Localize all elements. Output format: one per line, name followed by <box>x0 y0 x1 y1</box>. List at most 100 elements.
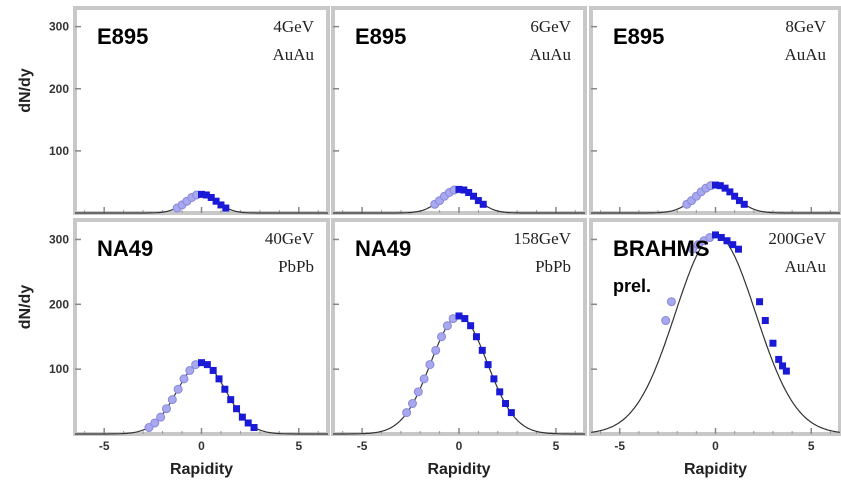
measured-data-point <box>467 322 475 330</box>
energy-label: 8GeV <box>785 17 826 36</box>
x-axis-label: Rapidity <box>170 461 233 478</box>
measured-data-point <box>721 184 729 192</box>
measured-data-point <box>729 241 737 249</box>
measured-data-point <box>769 339 777 347</box>
measured-data-point <box>198 190 205 198</box>
measured-data-point <box>474 197 482 205</box>
measured-data-point <box>726 188 734 196</box>
experiment-label: BRAHMS <box>613 236 710 261</box>
measured-data-point <box>238 413 246 421</box>
energy-label: 200GeV <box>768 229 826 248</box>
measured-data-point <box>712 181 719 189</box>
reflected-data-point <box>407 399 417 409</box>
measured-data-point <box>244 419 252 427</box>
y-axis-label: dN/dy <box>17 68 34 113</box>
measured-data-point <box>207 193 215 201</box>
measured-data-point <box>496 388 504 396</box>
measured-data-point <box>775 355 783 363</box>
measured-data-point <box>740 200 748 208</box>
measured-data-point <box>203 361 211 369</box>
reflected-data-point <box>402 408 412 418</box>
measured-data-point <box>233 405 241 413</box>
measured-data-point <box>490 375 498 383</box>
measured-data-point <box>222 204 230 212</box>
measured-data-point <box>782 367 790 375</box>
experiment-label: NA49 <box>97 236 153 261</box>
measured-data-point <box>221 385 229 393</box>
experiment-label: E895 <box>355 24 406 49</box>
measured-data-point <box>756 298 764 306</box>
x-tick-label: 5 <box>295 439 302 453</box>
measured-data-point <box>461 315 469 323</box>
reflected-data-point <box>442 321 452 331</box>
reflected-data-point <box>156 412 166 422</box>
x-tick-label: -5 <box>614 439 625 453</box>
panel-frame <box>331 218 587 436</box>
panel-1: E895 4GeV AuAu 100 200 300 dN/dy <box>17 6 330 215</box>
measured-data-point <box>465 189 473 196</box>
system-label: PbPb <box>278 257 314 276</box>
measured-data-point <box>209 366 217 374</box>
measured-data-point <box>227 396 235 404</box>
y-tick-label: 200 <box>49 82 69 96</box>
preliminary-note: prel. <box>613 276 651 296</box>
reflected-data-point <box>688 244 698 254</box>
measured-data-point <box>712 231 719 239</box>
measured-data-point <box>212 197 220 205</box>
reflected-data-point <box>185 365 195 375</box>
panel-4: NA49 40GeV PbPb 100 200 300 dN/dy -5 0 5 Rapidity <box>17 218 330 478</box>
y-tick-label: 100 <box>49 362 69 376</box>
measured-data-point <box>502 400 510 408</box>
system-label: AuAu <box>784 257 826 276</box>
experiment-label: E895 <box>613 24 664 49</box>
experiment-label: E895 <box>97 24 148 49</box>
measured-data-point <box>717 234 725 242</box>
x-axis-label: Rapidity <box>684 461 747 478</box>
measured-data-point <box>470 192 478 200</box>
measured-data-point <box>198 359 205 367</box>
measured-data-point <box>779 362 787 370</box>
experiment-label: NA49 <box>355 236 411 261</box>
measured-data-point <box>479 200 487 208</box>
reflected-data-point <box>150 418 160 428</box>
reflected-data-point <box>413 387 423 397</box>
measured-data-point <box>460 186 468 194</box>
energy-label: 6GeV <box>530 17 571 36</box>
reflected-data-point <box>419 374 429 384</box>
y-tick-label: 100 <box>49 144 69 158</box>
reflected-data-point <box>666 297 676 307</box>
measured-data-point <box>735 197 743 205</box>
panel-frame <box>331 6 587 215</box>
reflected-data-point <box>144 423 154 433</box>
system-label: AuAu <box>272 45 314 64</box>
measured-data-point <box>716 182 724 190</box>
y-tick-label: 300 <box>49 20 69 34</box>
measured-data-point <box>734 245 742 253</box>
panel-5: NA49 158GeV PbPb -5 0 5 Rapidity <box>331 218 587 478</box>
y-tick-label: 200 <box>49 297 69 311</box>
reflected-data-point <box>161 404 171 414</box>
x-tick-label: -5 <box>99 439 110 453</box>
panel-frame <box>73 218 330 436</box>
panel-frame <box>73 6 330 215</box>
panel-frame <box>589 218 841 436</box>
x-tick-label: 5 <box>553 439 560 453</box>
measured-data-point <box>484 361 492 369</box>
measured-data-point <box>215 375 223 383</box>
reflected-data-point <box>425 360 435 370</box>
system-label: PbPb <box>535 257 571 276</box>
measured-data-point <box>478 346 486 354</box>
panel-6: BRAHMS prel. 200GeV AuAu -5 0 5 Rapidity <box>589 218 841 478</box>
x-tick-label: 0 <box>198 439 205 453</box>
x-tick-label: 0 <box>456 439 463 453</box>
measured-data-point <box>507 409 515 417</box>
system-label: AuAu <box>529 45 571 64</box>
system-label: AuAu <box>784 45 826 64</box>
measured-data-point <box>455 312 463 320</box>
measured-data-point <box>723 237 731 245</box>
panel-frame <box>589 6 841 215</box>
measured-data-point <box>731 192 739 200</box>
measured-data-point <box>217 201 225 209</box>
panel-2: E895 6GeV AuAu <box>331 6 587 215</box>
